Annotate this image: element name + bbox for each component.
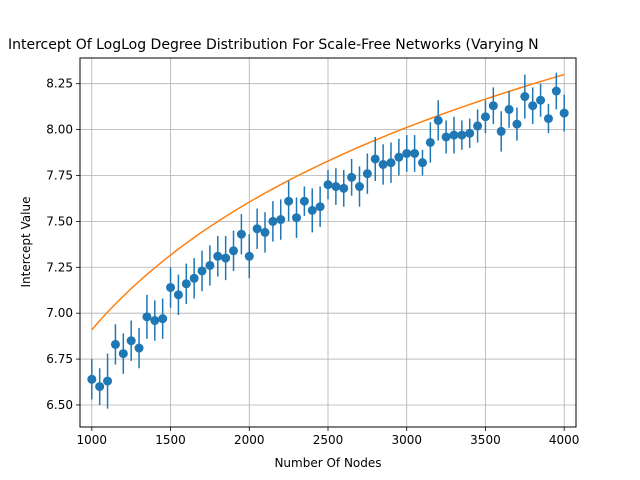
x-tick-label: 2000 — [234, 433, 265, 447]
y-tick-label: 8.00 — [46, 123, 73, 137]
x-tick-label: 1500 — [155, 433, 186, 447]
data-point — [95, 382, 105, 392]
data-point — [276, 215, 286, 225]
data-point — [221, 253, 231, 263]
data-point — [417, 158, 427, 168]
y-tick-label: 7.75 — [46, 168, 73, 182]
data-point — [394, 152, 404, 162]
y-tick-label: 7.25 — [46, 260, 73, 274]
data-point — [331, 182, 341, 192]
data-point — [260, 227, 270, 237]
x-tick-label: 3000 — [391, 433, 422, 447]
data-point — [213, 251, 223, 261]
data-point — [441, 132, 451, 142]
data-point — [134, 343, 144, 353]
data-point — [236, 229, 246, 239]
data-point — [370, 154, 380, 164]
data-point — [496, 126, 506, 136]
data-point — [87, 374, 97, 384]
data-point — [166, 282, 176, 292]
fit-curve-line — [91, 73, 565, 331]
data-point — [181, 279, 191, 289]
x-tick-label: 1000 — [77, 433, 108, 447]
y-tick-label: 7.50 — [46, 214, 73, 228]
data-point — [307, 205, 317, 215]
y-tick-label: 7.00 — [46, 306, 73, 320]
data-point — [189, 273, 199, 283]
data-point — [378, 159, 388, 169]
x-tick-label: 2500 — [313, 433, 344, 447]
data-point — [457, 130, 467, 140]
data-point — [315, 202, 325, 212]
data-point — [480, 112, 490, 122]
data-point — [528, 101, 538, 111]
data-point — [425, 137, 435, 147]
data-point — [449, 130, 459, 140]
data-point — [252, 224, 262, 234]
data-point — [103, 376, 113, 386]
data-point — [536, 95, 546, 105]
x-tick-label: 4000 — [549, 433, 580, 447]
data-point — [402, 148, 412, 158]
data-point — [244, 251, 254, 261]
data-point — [551, 86, 561, 96]
data-point — [362, 169, 372, 179]
data-point — [433, 115, 443, 125]
data-point — [229, 246, 239, 256]
data-point — [512, 119, 522, 129]
ticks: 1000 1500 2000 2500 3000 3500 4000 6.50 6.75 7.00… — [46, 77, 579, 447]
x-axis-label: Number Of Nodes — [274, 456, 381, 470]
data-point — [110, 339, 120, 349]
data-point — [268, 216, 278, 226]
data-point — [386, 158, 396, 168]
data-point — [473, 121, 483, 131]
data-point — [197, 266, 207, 276]
data-point — [488, 101, 498, 111]
data-point — [142, 312, 152, 322]
data-point — [520, 92, 530, 102]
data-point — [354, 182, 364, 192]
chart-title: Intercept Of LogLog Degree Distribution … — [8, 37, 539, 53]
data-point — [339, 183, 349, 193]
data-point — [543, 114, 553, 124]
data-point — [299, 196, 309, 206]
y-axis-label: Intercept Value — [19, 197, 33, 288]
data-point — [410, 148, 420, 158]
x-tick-label: 3500 — [470, 433, 501, 447]
data-point — [150, 316, 160, 326]
data-point — [292, 213, 302, 223]
data-point — [323, 180, 333, 190]
data-point — [205, 260, 215, 270]
data-points — [87, 72, 569, 409]
data-point — [173, 290, 183, 300]
data-point — [126, 336, 136, 346]
y-tick-label: 8.25 — [46, 77, 73, 91]
y-tick-label: 6.75 — [46, 352, 73, 366]
y-tick-label: 6.50 — [46, 398, 73, 412]
data-point — [504, 104, 514, 114]
data-point — [347, 172, 357, 182]
data-point — [158, 314, 168, 324]
plot-frame — [79, 57, 577, 428]
data-point — [118, 349, 128, 359]
fit-curve — [91, 73, 565, 331]
data-point — [284, 196, 294, 206]
data-point — [559, 108, 569, 118]
data-point — [465, 128, 475, 138]
